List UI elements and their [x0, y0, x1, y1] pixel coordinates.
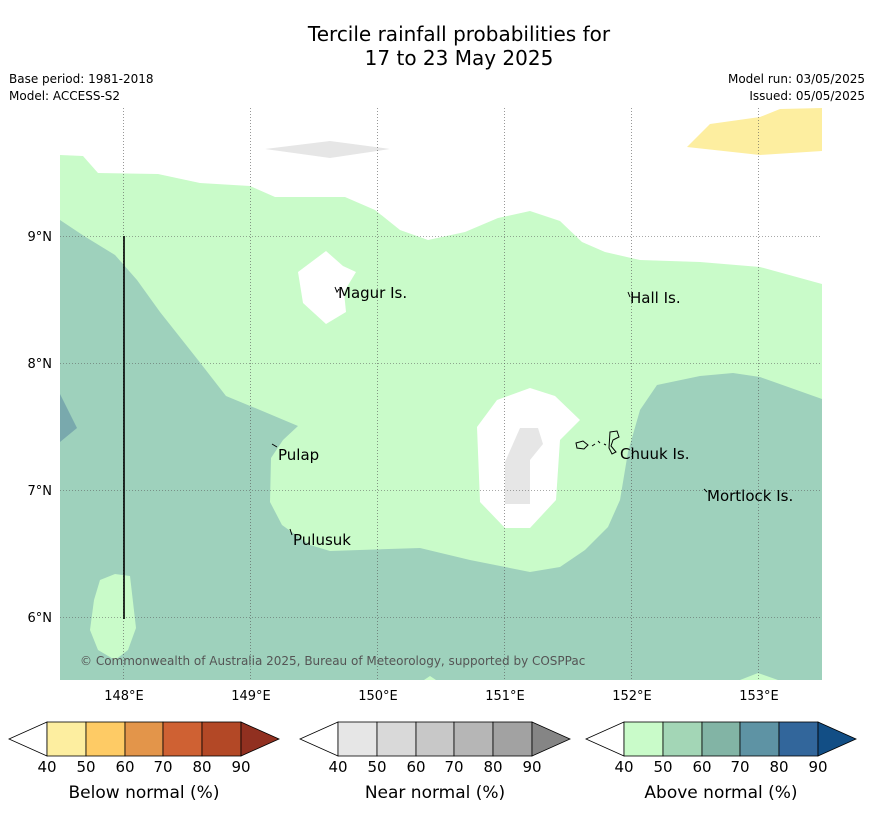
colorbar-near-tick-90: 90 [522, 758, 541, 776]
colorbar-below-normal: 40 50 60 70 80 90 Below normal (%) [8, 721, 280, 803]
near-normal-40-50-region [505, 428, 543, 504]
place-label-hall: Hall Is. [630, 289, 681, 307]
colorbar-below-tick-90: 90 [231, 758, 250, 776]
lon-label-151e: 151°E [485, 689, 525, 704]
colorbar-near-tick-80: 80 [483, 758, 502, 776]
place-label-pulap: Pulap [278, 446, 319, 464]
colorbar-below-70-80 [162, 721, 203, 757]
base-period-text: Base period: 1981-2018 [9, 72, 154, 86]
colorbar-near-title: Near normal (%) [365, 783, 505, 803]
colorbar-above-tick-50: 50 [653, 758, 672, 776]
colorbar-above-40-50 [623, 721, 664, 757]
above-normal-40-50-edge-bottom [424, 676, 436, 680]
lat-label-8n: 8°N [28, 357, 53, 372]
copyright-notice: © Commonwealth of Australia 2025, Bureau… [80, 654, 585, 668]
colorbar-near-70-80 [453, 721, 494, 757]
model-run-text: Model run: 03/05/2025 [727, 72, 865, 86]
hall-island-shape [627, 291, 631, 298]
place-label-magur: Magur Is. [338, 284, 407, 302]
place-label-chuuk: Chuuk Is. [620, 445, 689, 463]
above-normal-60-70-region [60, 394, 77, 442]
chuuk-lagoon-shape [575, 430, 620, 455]
base-model-info: Base period: 1981-2018 Model: ACCESS-S2 [9, 71, 154, 105]
colorbar-near-normal: 40 50 60 70 80 90 Near normal (%) [299, 721, 571, 803]
lon-label-153e: 153°E [739, 689, 779, 704]
place-label-pulusuk: Pulusuk [293, 531, 351, 549]
colorbar-above-tick-80: 80 [769, 758, 788, 776]
colorbar-near-40-50 [337, 721, 378, 757]
colorbar-near-60-70 [415, 721, 455, 757]
colorbar-below-80-90 [201, 721, 242, 757]
colorbar-near-50-60 [376, 721, 417, 757]
colorbar-above-60-70 [701, 721, 741, 757]
colorbar-near-80-90 [492, 721, 533, 757]
below-normal-40-50-region [687, 108, 822, 155]
colorbar-below-title: Below normal (%) [69, 783, 220, 803]
colorbar-above-80-90 [778, 721, 819, 757]
colorbar-near-tick-50: 50 [367, 758, 386, 776]
latitude-labels: 9°N 8°N 7°N 6°N [28, 230, 53, 626]
title-line-2: 17 to 23 May 2025 [364, 46, 554, 70]
colorbar-above-50-60 [662, 721, 703, 757]
colorbar-below-tick-40: 40 [37, 758, 56, 776]
map-title: Tercile rainfall probabilities for 17 to… [0, 22, 873, 70]
colorbar-above-tick-90: 90 [808, 758, 827, 776]
lon-label-152e: 152°E [612, 689, 652, 704]
colorbar-above-low-arrow [585, 721, 625, 757]
islands [271, 286, 708, 536]
colorbar-below-tick-80: 80 [192, 758, 211, 776]
lon-label-150e: 150°E [358, 689, 398, 704]
above-normal-40-50-edge-bottom-right [740, 673, 778, 680]
colorbar-above-title: Above normal (%) [644, 783, 797, 803]
colorbar-above-normal: 40 50 60 70 80 90 Above normal (%) [585, 721, 857, 803]
colorbar-below-tick-50: 50 [76, 758, 95, 776]
colorbar-near-tick-60: 60 [406, 758, 425, 776]
colorbar-near-tick-40: 40 [328, 758, 347, 776]
colorbar-above-tick-70: 70 [730, 758, 749, 776]
pulusuk-island-shape [289, 528, 293, 536]
place-label-mortlock: Mortlock Is. [707, 487, 793, 505]
colorbar-below-tick-60: 60 [115, 758, 134, 776]
near-normal-40-50-sliver [265, 141, 390, 158]
colorbar-below-high-arrow [240, 721, 280, 757]
longitude-labels: 148°E 149°E 150°E 151°E 152°E 153°E [104, 689, 779, 704]
model-name-text: Model: ACCESS-S2 [9, 89, 121, 103]
run-issue-info: Model run: 03/05/2025 Issued: 05/05/2025 [728, 71, 865, 105]
colorbars: 40 50 60 70 80 90 Below normal (%) 40 50… [8, 721, 857, 803]
issued-text: Issued: 05/05/2025 [749, 89, 865, 103]
map-area: Magur Is. Hall Is. Pulap Chuuk Is. Mortl… [60, 108, 822, 680]
colorbar-below-40-50 [46, 721, 87, 757]
colorbar-near-tick-70: 70 [444, 758, 463, 776]
colorbar-near-low-arrow [299, 721, 339, 757]
colorbar-above-tick-60: 60 [692, 758, 711, 776]
title-line-1: Tercile rainfall probabilities for [307, 22, 611, 46]
mortlock-island-shape [703, 488, 708, 493]
colorbar-above-high-arrow [817, 721, 857, 757]
lat-label-7n: 7°N [28, 484, 53, 499]
colorbar-below-60-70 [124, 721, 164, 757]
pulap-island-shape [271, 443, 278, 448]
lat-label-6n: 6°N [28, 611, 53, 626]
lon-label-148e: 148°E [104, 689, 144, 704]
colorbar-below-low-arrow [8, 721, 48, 757]
colorbar-near-high-arrow [531, 721, 571, 757]
colorbar-above-tick-40: 40 [614, 758, 633, 776]
colorbar-above-70-80 [739, 721, 780, 757]
lon-label-149e: 149°E [231, 689, 271, 704]
colorbar-below-50-60 [85, 721, 126, 757]
lat-label-9n: 9°N [28, 230, 53, 245]
magur-island-shape [334, 286, 340, 294]
colorbar-below-tick-70: 70 [153, 758, 172, 776]
no-signal-region-magur [298, 251, 356, 324]
